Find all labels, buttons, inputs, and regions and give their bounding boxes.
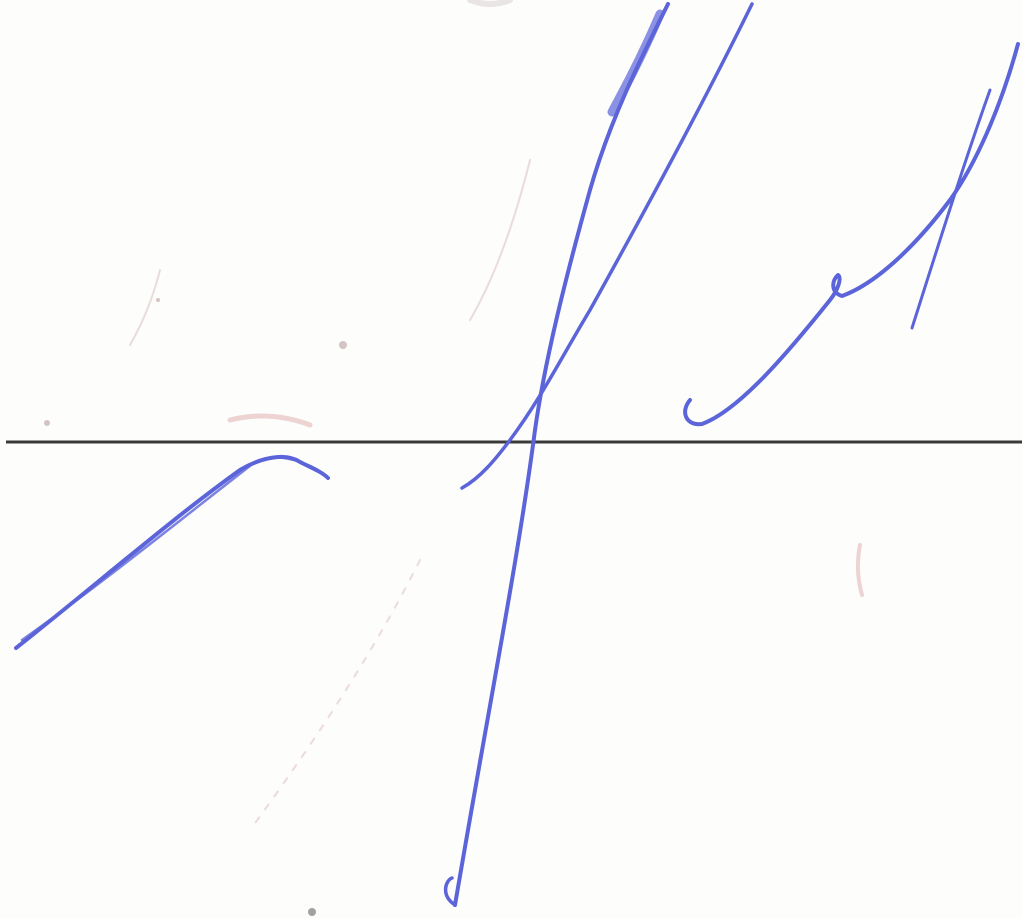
scan-specks bbox=[44, 298, 347, 916]
bleed-through-marks bbox=[129, 0, 864, 831]
handwritten-signature bbox=[14, 2, 1020, 907]
